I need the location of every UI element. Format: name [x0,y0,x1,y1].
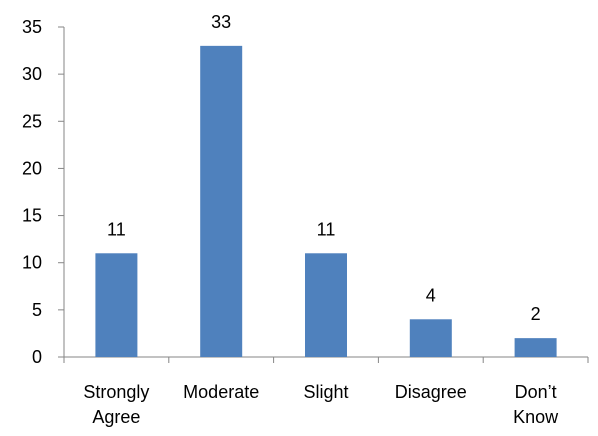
bars [95,45,557,357]
bar [514,338,557,357]
y-tick-label: 30 [22,64,42,84]
y-tick-label: 20 [22,158,42,178]
y-tick-label: 5 [32,300,42,320]
bar [409,319,452,357]
y-axis: 0 5 10 15 20 25 30 35 [22,17,65,367]
data-label: 4 [426,285,436,305]
category-label: Moderate [183,382,259,402]
bar [95,253,138,357]
category-labels: Strongly Agree Moderate Slight Disagree Don’t… [83,382,559,427]
y-tick-label: 15 [22,206,42,226]
data-labels: 11 33 11 4 2 [107,12,541,324]
bar [305,253,347,357]
category-label: Slight [303,382,348,402]
category-label: Don’t [515,382,557,402]
category-label: Strongly [83,382,149,402]
y-tick-label: 35 [22,17,42,37]
y-tick-label: 0 [32,347,42,367]
x-axis [63,356,589,363]
category-label: Agree [92,407,140,427]
y-tick-label: 10 [22,253,42,273]
data-label: 11 [107,219,126,239]
data-label: 33 [211,12,231,32]
data-label: 2 [531,304,541,324]
category-label: Disagree [395,382,467,402]
category-label: Know [513,407,559,427]
data-label: 11 [317,219,336,239]
y-tick-label: 25 [22,111,42,131]
bar [200,45,243,357]
